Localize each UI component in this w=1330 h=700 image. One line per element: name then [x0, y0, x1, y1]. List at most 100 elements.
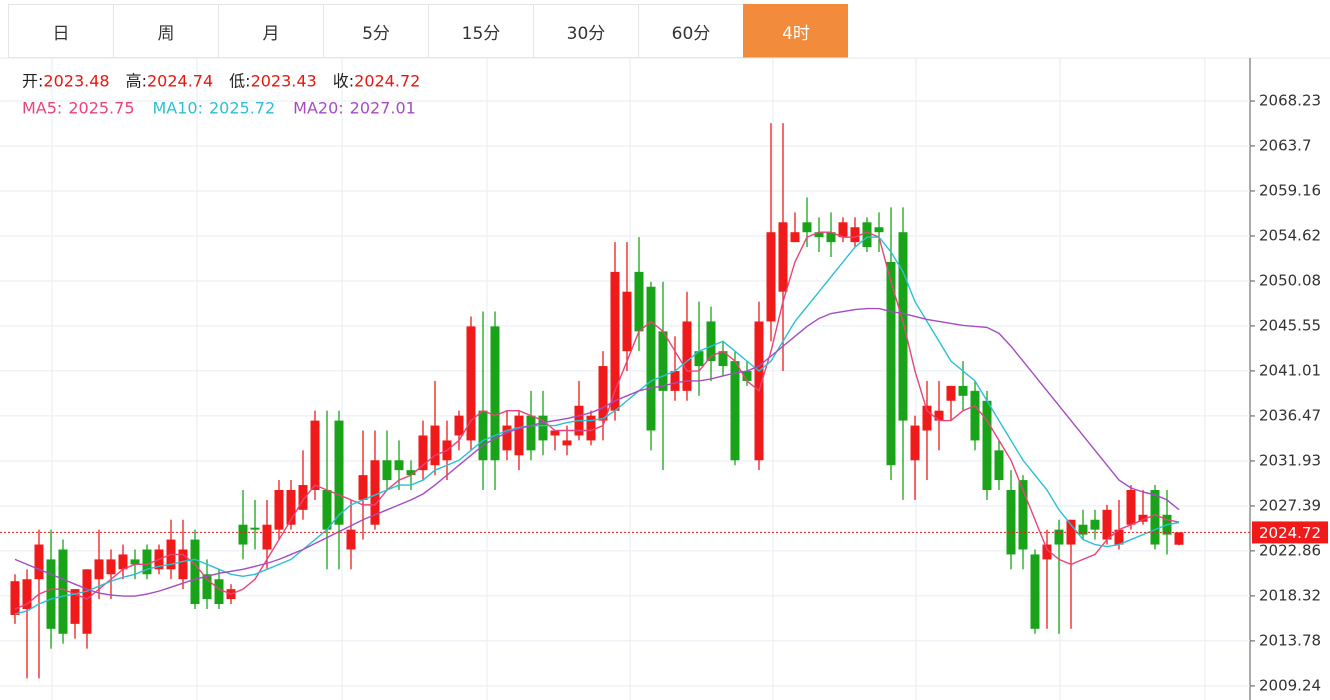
- candle-body: [142, 549, 152, 575]
- y-tick-label: 2068.23: [1259, 92, 1321, 110]
- ma-legend-value: 2025.72: [209, 99, 275, 118]
- candle-body: [886, 261, 896, 466]
- info-label: 低:: [229, 72, 250, 91]
- candle-body: [310, 420, 320, 490]
- y-tick-label: 2059.16: [1259, 181, 1321, 199]
- candle-body: [994, 450, 1004, 481]
- candle-body: [382, 460, 392, 481]
- candle-body: [670, 371, 680, 391]
- y-tick-label: 2045.55: [1259, 316, 1321, 334]
- candle-body: [334, 420, 344, 525]
- candle-body: [1066, 519, 1076, 545]
- candle-body: [1042, 544, 1052, 560]
- candle-body: [826, 232, 836, 243]
- candle-body: [1018, 480, 1028, 550]
- candle-body: [586, 415, 596, 441]
- candle-body: [922, 405, 932, 431]
- candle-body: [646, 286, 656, 431]
- candle-body: [94, 559, 104, 580]
- y-tick-label: 2050.08: [1259, 271, 1321, 289]
- candle-body: [1150, 489, 1160, 545]
- candle-body: [1054, 529, 1064, 545]
- candle-body: [958, 385, 968, 396]
- candle-body: [970, 390, 980, 441]
- candle-body: [370, 460, 380, 525]
- candle-body: [1090, 519, 1100, 530]
- candle-body: [22, 579, 32, 609]
- info-label: 开:: [22, 72, 43, 91]
- y-tick-label: 2009.24: [1259, 676, 1321, 694]
- candle-body: [430, 425, 440, 466]
- candle-body: [634, 271, 644, 332]
- candle-body: [706, 321, 716, 362]
- candle-body: [622, 291, 632, 352]
- candle-body: [862, 222, 872, 248]
- candle-body: [10, 581, 20, 615]
- ma-legend-value: 2025.75: [68, 99, 134, 118]
- candle-body: [1126, 489, 1136, 525]
- ma-legend-name: MA5:: [22, 99, 62, 118]
- candle-body: [274, 489, 284, 530]
- ma-legend-name: MA20:: [293, 99, 344, 118]
- candle-body: [58, 549, 68, 634]
- candle-body: [598, 366, 608, 421]
- candle-body: [1006, 489, 1016, 555]
- candle-body: [898, 232, 908, 421]
- candle-body: [322, 489, 332, 530]
- candle-body: [514, 415, 524, 456]
- candle-body: [838, 222, 848, 238]
- candle-body: [910, 425, 920, 461]
- y-tick-label: 2027.39: [1259, 496, 1321, 514]
- last-price-tag: [1252, 521, 1328, 544]
- candle-body: [1102, 509, 1112, 540]
- candle-body: [1174, 532, 1184, 545]
- candle-body: [1138, 514, 1148, 522]
- candle-body: [466, 326, 476, 441]
- candle-body: [346, 529, 356, 550]
- candle-body: [718, 351, 728, 367]
- candle-body: [454, 415, 464, 436]
- candle-body: [34, 544, 44, 580]
- info-label: 高:: [126, 72, 147, 91]
- candle-body: [778, 222, 788, 292]
- candle-body: [658, 331, 668, 391]
- y-tick-label: 2041.01: [1259, 361, 1321, 379]
- candle-body: [1078, 524, 1088, 535]
- candle-body: [550, 430, 560, 436]
- candle-body: [490, 326, 500, 461]
- y-tick-label: 2063.7: [1259, 136, 1312, 154]
- candle-body: [742, 371, 752, 381]
- candle-body: [1030, 554, 1040, 629]
- candle-body: [814, 232, 824, 238]
- candle-body: [850, 227, 860, 243]
- candle-body: [358, 475, 368, 500]
- candle-body: [130, 559, 140, 565]
- candle-body: [610, 271, 620, 411]
- candle-body: [538, 415, 548, 441]
- candle-body: [946, 385, 956, 401]
- candle-body: [214, 579, 224, 605]
- y-tick-label: 2018.32: [1259, 586, 1321, 604]
- candle-body: [82, 569, 92, 634]
- ma-line: [14, 231, 1180, 610]
- candle-body: [526, 415, 536, 451]
- y-tick-label: 2036.47: [1259, 406, 1321, 424]
- info-value: 2023.48: [43, 72, 109, 91]
- candle-body: [262, 524, 272, 550]
- candle-body: [46, 559, 56, 629]
- candle-body: [202, 574, 212, 600]
- candle-body: [766, 232, 776, 322]
- candle-body: [478, 410, 488, 461]
- candle-body: [178, 549, 188, 580]
- candle-body: [418, 435, 428, 471]
- candle-body: [394, 460, 404, 471]
- y-tick-label: 2031.93: [1259, 451, 1321, 469]
- candle-body: [562, 440, 572, 446]
- candle-body: [406, 470, 416, 476]
- candle-body: [982, 400, 992, 490]
- candle-body: [1114, 529, 1124, 545]
- tab[interactable]: 4时: [743, 4, 848, 58]
- ma-legend-name: MA10:: [153, 99, 204, 118]
- ma-line: [14, 307, 1180, 597]
- candle-body: [694, 351, 704, 367]
